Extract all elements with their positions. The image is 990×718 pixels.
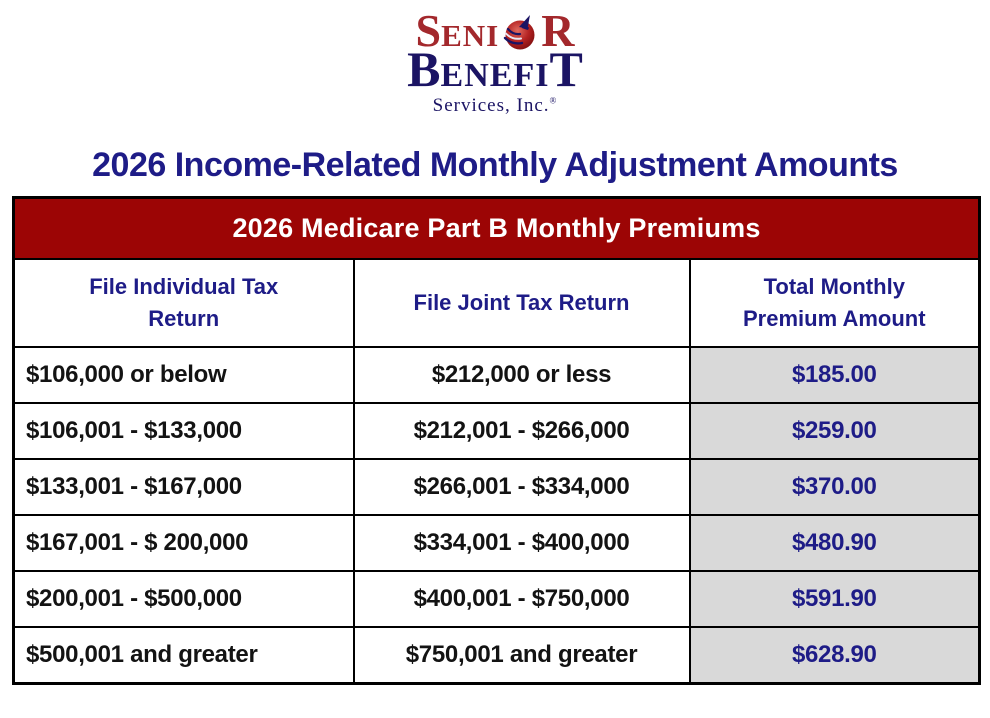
logo-senior-mid: ENI: [441, 18, 500, 53]
globe-icon: [500, 12, 540, 56]
logo-senior-initial: S: [415, 5, 442, 56]
table-row: $200,001 - $500,000 $400,001 - $750,000 …: [12, 570, 981, 628]
logo-benefit-final: T: [549, 41, 583, 97]
joint-income-cell: $212,000 or less: [352, 346, 691, 404]
logo-services-text: Services, Inc.: [432, 95, 550, 116]
table-row: $106,001 - $133,000 $212,001 - $266,000 …: [12, 402, 981, 460]
joint-income-cell: $266,001 - $334,000: [352, 458, 691, 516]
individual-income-cell: $106,000 or below: [12, 346, 355, 404]
premium-amount-cell: $480.90: [688, 514, 981, 572]
joint-income-cell: $750,001 and greater: [352, 626, 691, 685]
individual-income-cell: $200,001 - $500,000: [12, 570, 355, 628]
logo-benefit-mid: ENEFI: [440, 57, 550, 94]
column-header-joint: File Joint Tax Return: [352, 258, 691, 348]
logo-benefit-wordmark: BENEFIT: [0, 44, 990, 94]
joint-income-cell: $400,001 - $750,000: [352, 570, 691, 628]
column-header-row: File Individual Tax Return File Joint Ta…: [12, 258, 981, 348]
logo-senior-wordmark: SENI R: [0, 8, 990, 56]
table-caption-row: 2026 Medicare Part B Monthly Premiums: [12, 196, 981, 260]
table-row: $133,001 - $167,000 $266,001 - $334,000 …: [12, 458, 981, 516]
table-row: $106,000 or below $212,000 or less $185.…: [12, 346, 981, 404]
column-header-individual: File Individual Tax Return: [12, 258, 355, 348]
premium-amount-cell: $185.00: [688, 346, 981, 404]
individual-income-cell: $133,001 - $167,000: [12, 458, 355, 516]
premium-amount-cell: $591.90: [688, 570, 981, 628]
table-caption: 2026 Medicare Part B Monthly Premiums: [12, 196, 981, 260]
logo-services-line: Services, Inc.®: [0, 96, 990, 115]
joint-income-cell: $334,001 - $400,000: [352, 514, 691, 572]
table-row: $167,001 - $ 200,000 $334,001 - $400,000…: [12, 514, 981, 572]
table-row: $500,001 and greater $750,001 and greate…: [12, 626, 981, 685]
page-title: 2026 Income-Related Monthly Adjustment A…: [92, 146, 898, 184]
logo: SENI R: [0, 0, 990, 142]
premium-amount-cell: $628.90: [688, 626, 981, 685]
logo-benefit-initial: B: [407, 41, 441, 97]
individual-income-cell: $500,001 and greater: [12, 626, 355, 685]
premium-table: 2026 Medicare Part B Monthly Premiums Fi…: [12, 196, 982, 685]
individual-income-cell: $167,001 - $ 200,000: [12, 514, 355, 572]
premium-amount-cell: $259.00: [688, 402, 981, 460]
joint-income-cell: $212,001 - $266,000: [352, 402, 691, 460]
column-header-premium: Total Monthly Premium Amount: [688, 258, 981, 348]
registered-trademark-mark: ®: [549, 95, 558, 106]
logo-senior-final: R: [541, 5, 575, 56]
individual-income-cell: $106,001 - $133,000: [12, 402, 355, 460]
premium-amount-cell: $370.00: [688, 458, 981, 516]
